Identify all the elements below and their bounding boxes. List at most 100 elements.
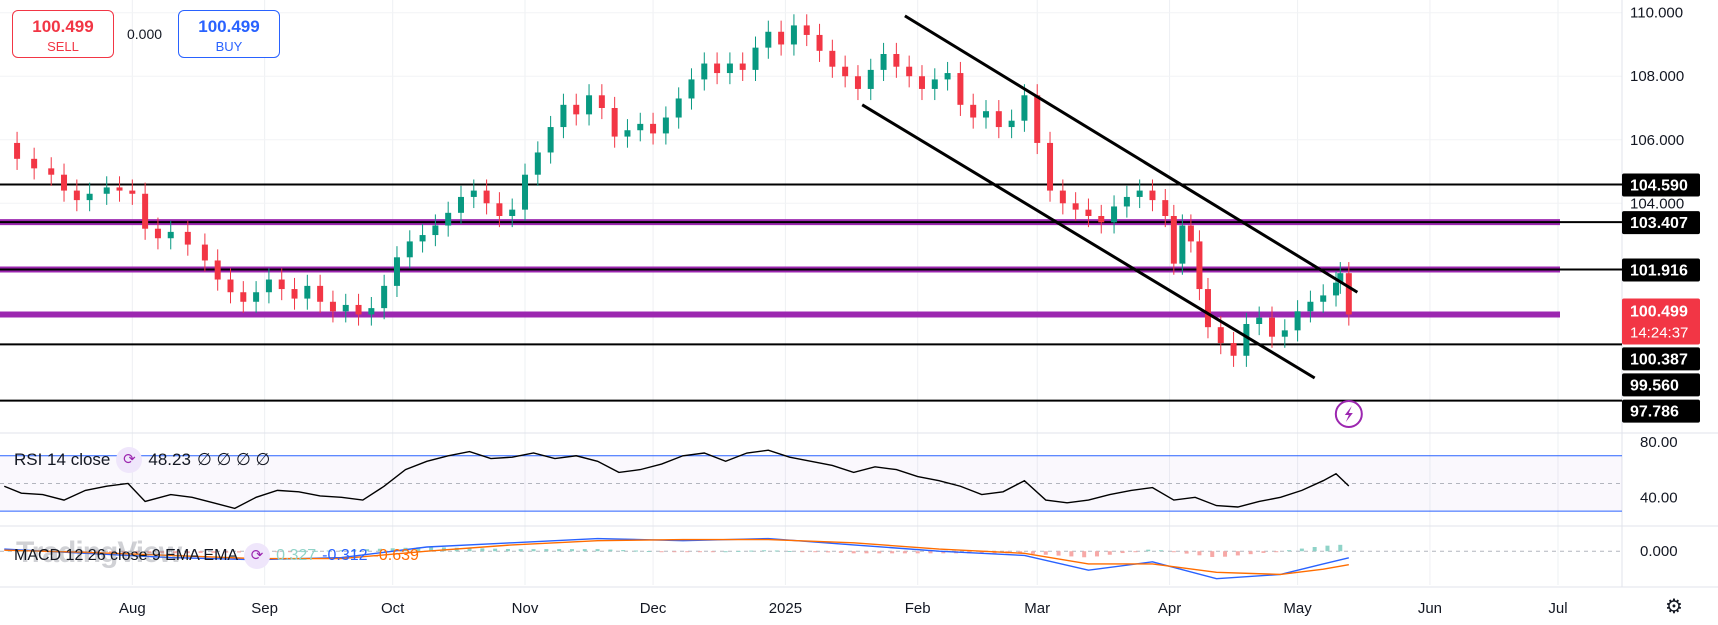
candle-body: [1294, 311, 1301, 331]
rsi-label: RSI 14 close: [14, 450, 111, 469]
candle-body: [1179, 225, 1186, 264]
candle-body: [854, 76, 861, 89]
macd-histogram-bar: [672, 551, 677, 553]
macd-histogram-bar: [762, 550, 767, 552]
macd-histogram-bar: [390, 548, 395, 552]
macd-histogram-bar: [237, 551, 242, 553]
candle-body: [329, 301, 336, 312]
macd-histogram-bar: [838, 551, 843, 553]
macd-histogram-bar: [890, 551, 895, 554]
macd-histogram-bar: [493, 548, 498, 552]
candle-body: [778, 31, 785, 45]
macd-histogram-bar: [1094, 551, 1099, 557]
candle-body: [73, 190, 80, 201]
macd-label: MACD 12 26 close 9 EMA EMA: [14, 547, 239, 564]
candle-body: [61, 174, 68, 191]
sell-button[interactable]: 100.499 SELL: [12, 10, 114, 58]
candle-body: [842, 66, 849, 77]
candles: [14, 14, 1352, 367]
candle-body: [918, 76, 925, 89]
level-badge-bg: [1622, 347, 1700, 371]
candle-body: [1333, 282, 1340, 296]
candle-body: [1136, 190, 1143, 197]
rsi-tick-label: 40.00: [1640, 489, 1678, 506]
macd-histogram-bar: [326, 550, 331, 552]
macd-tick-label: 0.000: [1640, 543, 1678, 560]
macd-histogram-bar: [736, 550, 741, 552]
candle-body: [739, 63, 746, 70]
macd-refresh-icon[interactable]: ⟳: [244, 543, 271, 569]
macd-histogram-bar: [877, 551, 882, 554]
macd-histogram-bar: [1299, 548, 1304, 552]
rsi-pane: [0, 449, 1622, 512]
macd-histogram-bar: [595, 549, 600, 552]
candle-body: [803, 25, 810, 35]
buy-label: BUY: [215, 39, 243, 54]
candle-body: [547, 127, 554, 153]
macd-histogram-bar: [1120, 551, 1125, 554]
candle-body: [893, 54, 900, 67]
candle-body: [381, 285, 388, 309]
candle-body: [624, 130, 631, 137]
macd-histogram-bar: [275, 551, 280, 553]
countdown-badge: 14:24:37: [1630, 325, 1688, 342]
time-label: Aug: [119, 600, 146, 617]
candle-body: [560, 104, 567, 128]
macd-histogram-bar: [480, 548, 485, 552]
macd-histogram-bar: [301, 551, 306, 553]
candle-body: [240, 292, 247, 302]
macd-histogram-bar: [518, 549, 523, 552]
candle-body: [214, 260, 221, 280]
macd-histogram-bar: [710, 551, 715, 553]
macd-histogram-bar: [505, 549, 510, 552]
candle-body: [931, 79, 938, 89]
candle-body: [598, 95, 605, 108]
candle-body: [406, 241, 413, 258]
candle-body: [304, 285, 311, 299]
trendline: [904, 14, 1359, 294]
candle-body: [1072, 203, 1079, 210]
candle-body: [1281, 330, 1288, 337]
rsi-legend[interactable]: RSI 14 close ⟳ 48.23 ∅ ∅ ∅ ∅: [14, 447, 270, 473]
macd-signal-value: -0.639: [373, 547, 419, 564]
candle-body: [522, 174, 529, 210]
candle-body: [1217, 327, 1224, 344]
macd-legend[interactable]: MACD 12 26 close 9 EMA EMA ⟳ 0.327 -0.31…: [14, 543, 419, 569]
macd-histogram-bar: [646, 551, 651, 553]
candle-body: [1187, 225, 1194, 242]
macd-histogram-bar: [544, 549, 549, 552]
candle-body: [650, 123, 657, 134]
price-tick-label: 106.000: [1630, 132, 1684, 149]
refresh-icon[interactable]: ⟳: [116, 447, 143, 473]
gear-icon[interactable]: ⚙: [1665, 596, 1683, 618]
candle-body: [31, 158, 38, 169]
candle-body: [1021, 95, 1028, 121]
macd-histogram-bar: [1223, 551, 1228, 557]
candle-body: [534, 152, 541, 175]
level-badge: 97.786: [1630, 404, 1679, 421]
macd-histogram-bar: [928, 551, 933, 554]
candle-body: [457, 196, 464, 213]
trendlines: [861, 14, 1363, 428]
candle-body: [662, 117, 669, 134]
macd-histogram-bar: [749, 550, 754, 552]
time-label: Apr: [1158, 600, 1181, 617]
candle-body: [509, 209, 516, 216]
macd-histogram-bar: [377, 548, 382, 552]
macd-histogram-bar: [1056, 551, 1061, 556]
candle-body: [1162, 200, 1169, 216]
time-label: Feb: [905, 600, 931, 617]
candle-body: [129, 190, 136, 194]
horizontal-levels: [0, 183, 1622, 402]
macd-histogram-bar: [1030, 551, 1035, 554]
macd-histogram-bar: [1287, 550, 1292, 552]
macd-histogram-bar: [582, 549, 587, 552]
macd-histogram-bar: [467, 548, 472, 552]
candle-body: [586, 95, 593, 115]
macd-histogram-bar: [698, 551, 703, 553]
candle-body: [880, 54, 887, 70]
candle-body: [726, 63, 733, 74]
buy-button[interactable]: 100.499 BUY: [178, 10, 280, 58]
time-label: Oct: [381, 600, 405, 617]
